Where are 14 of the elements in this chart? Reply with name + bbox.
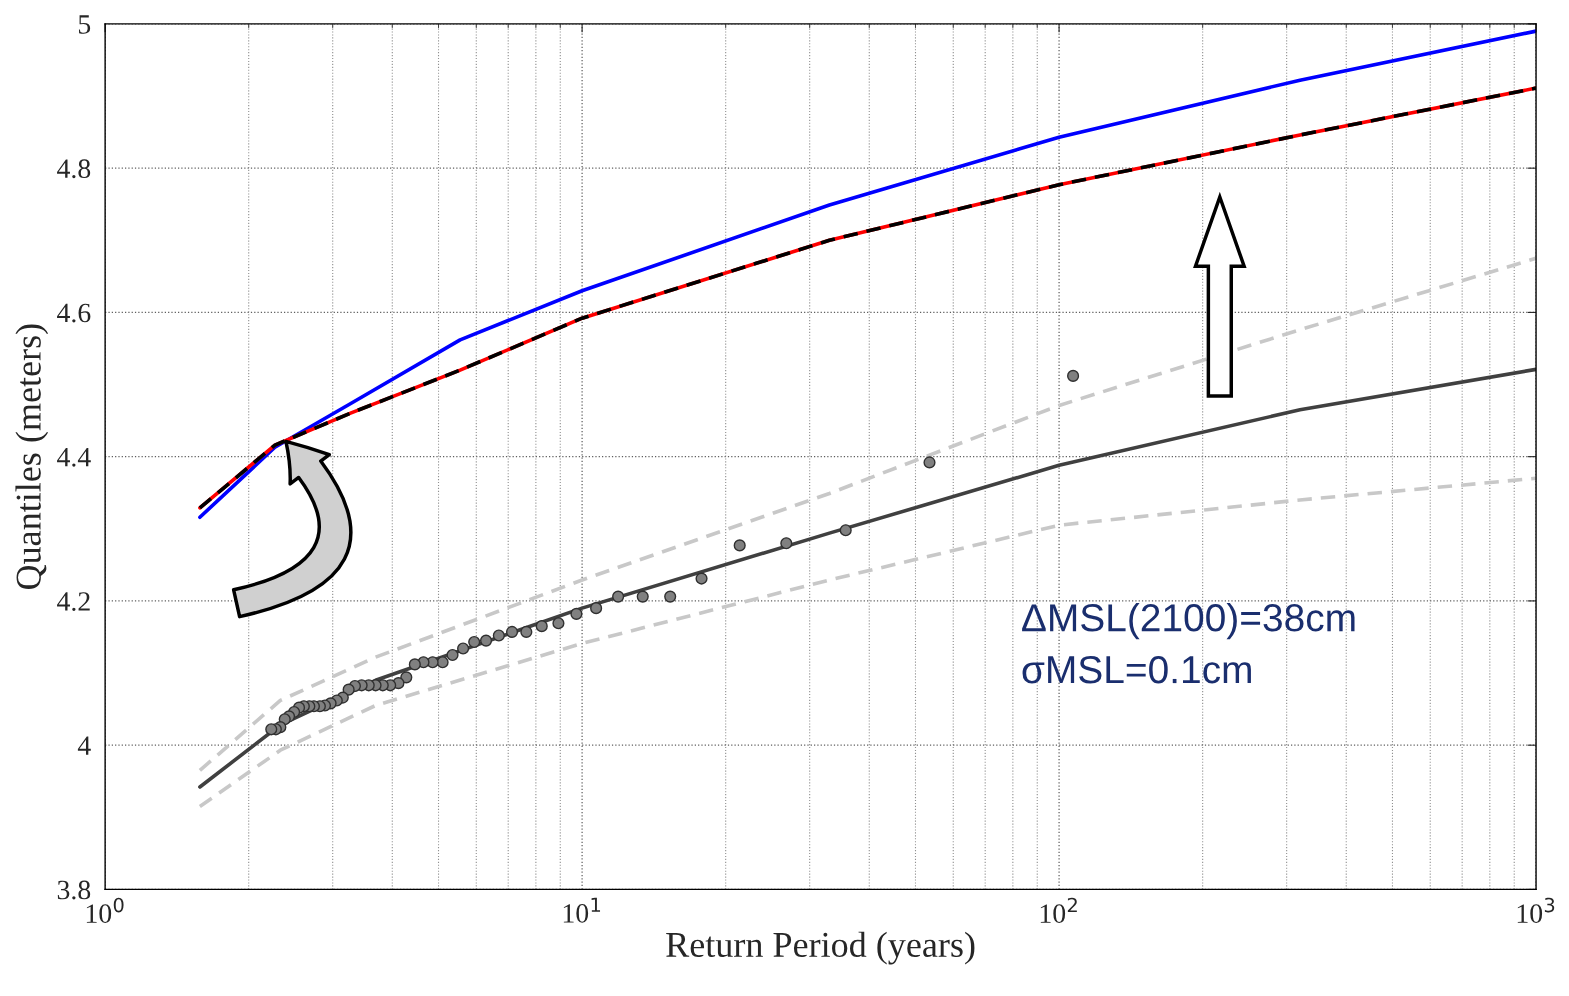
y-tick-label: 4.4 bbox=[57, 448, 91, 467]
y-tick-label: 3.8 bbox=[57, 880, 91, 900]
y-tick-label: 5 bbox=[78, 15, 91, 34]
y-axis-title: Quantiles (meters) bbox=[15, 324, 49, 590]
annotation: σMSL=0.1cm bbox=[1022, 655, 1251, 684]
x-tick-label: 10$^{1}$ bbox=[563, 897, 601, 923]
annotation: ΔMSL(2100)=38cm bbox=[1022, 602, 1355, 640]
x-axis-title: Return Period (years) bbox=[666, 931, 975, 965]
y-tick-label: 4.6 bbox=[57, 303, 91, 323]
x-tick-label: 10$^{2}$ bbox=[1040, 897, 1077, 924]
y-tick-label: 4 bbox=[77, 736, 91, 755]
x-tick-label: 10$^{3}$ bbox=[1517, 897, 1555, 924]
y-tick-label: 4.2 bbox=[57, 592, 90, 611]
y-tick-label: 4.8 bbox=[57, 159, 91, 179]
